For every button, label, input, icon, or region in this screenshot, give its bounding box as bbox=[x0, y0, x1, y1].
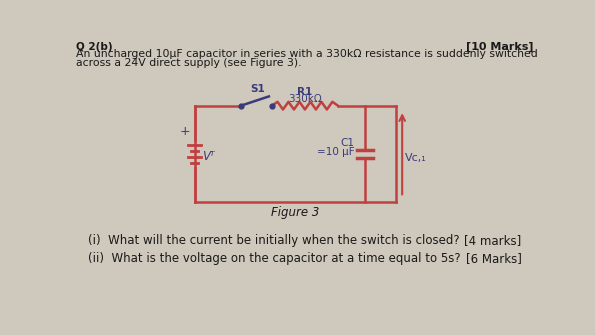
Text: [4 marks]: [4 marks] bbox=[464, 234, 522, 247]
Text: C1: C1 bbox=[340, 138, 354, 148]
Text: Vᴄ,₁: Vᴄ,₁ bbox=[405, 153, 427, 162]
Text: [6 Marks]: [6 Marks] bbox=[466, 252, 522, 265]
Text: S1: S1 bbox=[250, 84, 265, 94]
Text: (ii)  What is the voltage on the capacitor at a time equal to 5s?: (ii) What is the voltage on the capacito… bbox=[88, 252, 461, 265]
Text: Q 2(b): Q 2(b) bbox=[76, 42, 112, 52]
Text: [10 Marks]: [10 Marks] bbox=[466, 42, 534, 52]
Text: R1: R1 bbox=[298, 87, 312, 97]
Text: Vᵀ: Vᵀ bbox=[202, 150, 215, 162]
Text: An uncharged 10μF capacitor in series with a 330kΩ resistance is suddenly switch: An uncharged 10μF capacitor in series wi… bbox=[76, 50, 538, 59]
Text: (i)  What will the current be initially when the switch is closed?: (i) What will the current be initially w… bbox=[88, 234, 460, 247]
Text: across a 24V direct supply (see Figure 3).: across a 24V direct supply (see Figure 3… bbox=[76, 58, 302, 68]
Text: =10 μF: =10 μF bbox=[317, 146, 354, 156]
Text: 330kΩ: 330kΩ bbox=[288, 94, 322, 104]
Text: Figure 3: Figure 3 bbox=[271, 206, 320, 219]
Text: +: + bbox=[180, 125, 190, 138]
